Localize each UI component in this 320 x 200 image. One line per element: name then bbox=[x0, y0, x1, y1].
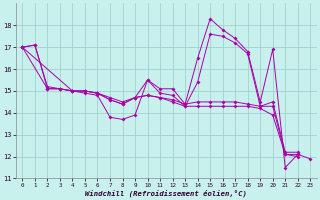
X-axis label: Windchill (Refroidissement éolien,°C): Windchill (Refroidissement éolien,°C) bbox=[85, 189, 247, 197]
